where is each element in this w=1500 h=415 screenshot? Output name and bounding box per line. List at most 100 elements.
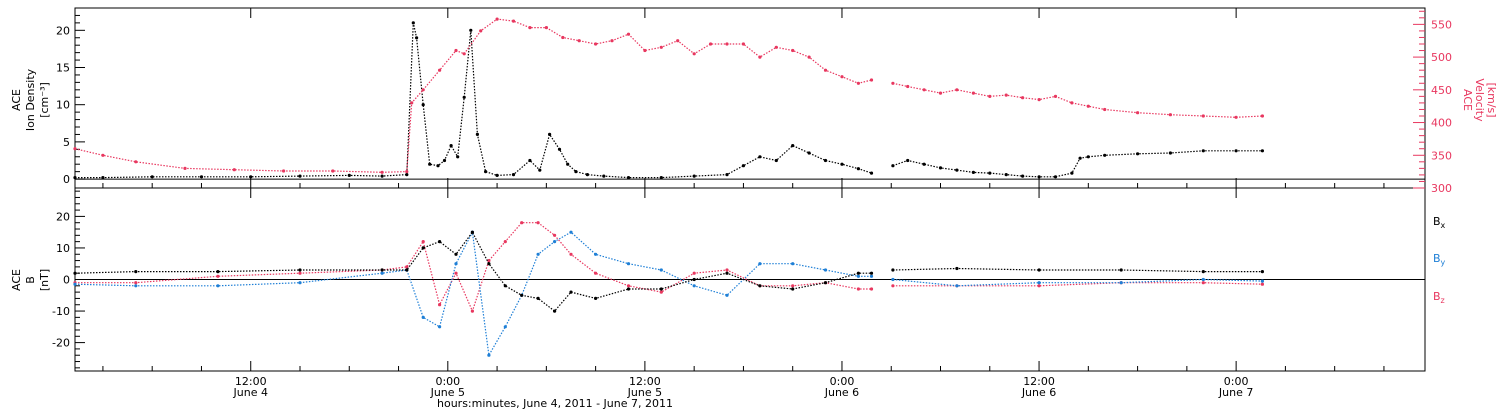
velocity-data-point: [856, 81, 861, 85]
by-data-point: [216, 284, 220, 288]
density-data-point: [692, 174, 696, 178]
velocity-data-point: [282, 169, 286, 173]
velocity-tick-label: 450: [1431, 84, 1452, 97]
velocity-data-point: [922, 88, 926, 92]
density-velocity-series: [73, 17, 1264, 180]
bx-data-point: [758, 284, 762, 288]
velocity-data-point: [610, 39, 614, 43]
velocity-axis-title-line-3: [km/s]: [1485, 82, 1498, 117]
velocity-data-point: [528, 26, 532, 30]
density-axis-title-line-2: Ion Density: [24, 68, 37, 131]
bx-data-point: [454, 252, 458, 256]
x-axis-title: hours:minutes, June 4, 2011 - June 7, 20…: [437, 397, 673, 410]
density-data-point: [101, 176, 105, 180]
by-data-point: [1037, 281, 1041, 285]
density-data-point: [428, 162, 432, 166]
velocity-data-point: [1201, 114, 1205, 118]
by-data-point: [791, 262, 795, 266]
density-data-point: [856, 167, 861, 171]
by-data-point: [380, 271, 384, 275]
density-data-point: [725, 173, 729, 177]
by-data-point: [692, 284, 696, 288]
density-data-point: [405, 173, 409, 177]
density-data-point: [906, 158, 910, 163]
bz-data-point: [869, 287, 874, 291]
velocity-tick-label: 300: [1431, 182, 1452, 195]
density-data-point: [456, 155, 460, 159]
density-data-point: [659, 176, 663, 180]
density-data-point: [436, 164, 440, 168]
density-data-point: [1070, 171, 1074, 175]
velocity-data-point: [840, 75, 844, 79]
density-data-point: [1086, 155, 1090, 159]
by-data-point: [891, 277, 895, 282]
bz-data-point: [487, 259, 491, 263]
density-axis-title-line-3: [cm⁻³]: [38, 82, 51, 118]
legend-bx: Bx: [1433, 215, 1446, 230]
velocity-data-point: [410, 101, 414, 105]
bz-data-point: [520, 221, 524, 225]
density-data-point: [840, 162, 844, 166]
density-data-point: [922, 162, 926, 166]
velocity-data-point: [869, 78, 874, 82]
velocity-series-line: [74, 18, 1263, 173]
by-data-point: [298, 281, 302, 285]
velocity-data-point: [938, 91, 943, 95]
density-data-point: [807, 151, 811, 155]
bx-data-point: [470, 230, 474, 234]
bz-data-point: [594, 271, 598, 275]
velocity-data-point: [1260, 114, 1264, 118]
velocity-data-point: [438, 68, 442, 72]
density-data-point: [1234, 149, 1238, 153]
by-data-point: [626, 262, 631, 266]
density-tick-label: 0: [63, 173, 70, 186]
velocity-tick-label: 550: [1431, 18, 1452, 31]
density-data-point: [495, 173, 499, 177]
density-data-point: [415, 36, 419, 40]
bx-data-point: [520, 293, 524, 297]
bx-series-line: [74, 231, 1263, 312]
date-tick-label: June 4: [233, 386, 268, 399]
field-axis: -20 -10 0 10 20: [52, 190, 85, 369]
field-axis-title-line-2: B: [24, 276, 37, 284]
density-tick-label: 15: [56, 62, 70, 75]
bz-data-point: [659, 290, 663, 294]
velocity-data-point: [511, 19, 516, 23]
velocity-data-point: [479, 29, 483, 33]
field-tick-label: -10: [52, 305, 70, 318]
velocity-data-point: [421, 88, 425, 92]
magnetic-field-series: [73, 221, 1264, 358]
velocity-data-point: [561, 35, 565, 40]
density-data-point: [347, 173, 351, 177]
velocity-data-point: [692, 52, 696, 56]
bx-data-point: [725, 271, 729, 275]
by-data-point: [823, 268, 828, 272]
bx-data-point: [503, 284, 507, 288]
density-axis-title-line-1: ACE: [10, 89, 23, 111]
velocity-data-point: [741, 42, 746, 46]
bx-data-point: [553, 309, 557, 313]
field-axis-title-line-1: ACE: [10, 269, 23, 291]
velocity-data-point: [1136, 111, 1140, 115]
field-tick-label: -20: [52, 337, 70, 350]
density-data-point: [1037, 175, 1041, 179]
density-data-point: [1053, 175, 1058, 179]
velocity-data-point: [988, 94, 992, 98]
bx-data-point: [1201, 270, 1205, 274]
velocity-data-point: [823, 68, 828, 72]
density-data-point: [421, 103, 425, 107]
bx-data-point: [692, 277, 696, 282]
density-data-point: [626, 176, 631, 180]
by-data-point: [1201, 277, 1205, 282]
velocity-data-point: [101, 153, 105, 157]
density-data-point: [938, 166, 943, 170]
velocity-data-point: [331, 169, 335, 173]
by-data-point: [955, 284, 959, 288]
velocity-data-point: [454, 48, 458, 53]
velocity-data-point: [1021, 96, 1025, 100]
density-data-point: [971, 170, 976, 174]
bz-data-point: [421, 240, 425, 244]
velocity-data-point: [971, 91, 976, 95]
bz-data-point: [692, 271, 696, 275]
time-tick-label: 12:00: [629, 375, 661, 388]
